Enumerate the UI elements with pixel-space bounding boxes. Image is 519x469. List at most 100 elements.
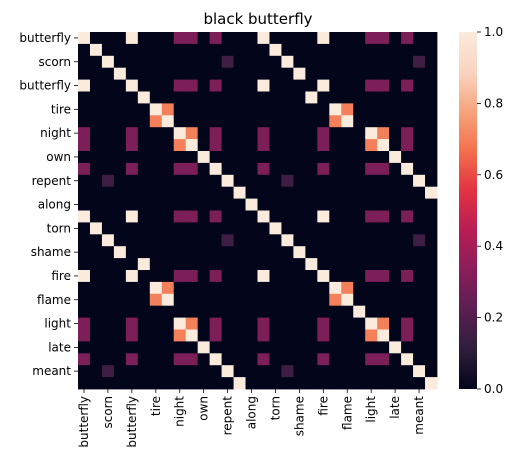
heatmap-cell — [221, 115, 234, 128]
heatmap-cell — [185, 43, 199, 57]
x-tick-label: shame — [292, 396, 306, 436]
heatmap-cell — [389, 198, 402, 211]
heatmap-cell — [233, 317, 246, 330]
heatmap-cell — [78, 246, 91, 259]
heatmap-cell — [113, 329, 127, 342]
heatmap-cell — [173, 377, 187, 390]
y-tick-label: own — [46, 150, 71, 164]
heatmap-cell — [377, 222, 390, 235]
heatmap-cell — [305, 198, 318, 211]
heatmap-cell — [413, 270, 426, 283]
heatmap-cell — [401, 246, 414, 259]
heatmap-cell — [173, 258, 187, 271]
heatmap-cell — [233, 32, 246, 45]
heatmap-cell — [365, 365, 378, 378]
heatmap-cell — [365, 151, 378, 164]
heatmap-cell — [101, 186, 115, 199]
heatmap-cell — [209, 353, 222, 366]
heatmap-cell — [389, 377, 402, 390]
heatmap-cell — [173, 317, 187, 330]
heatmap-cell — [257, 305, 270, 318]
heatmap-cell — [341, 341, 354, 354]
heatmap-cell — [377, 270, 390, 283]
heatmap-cell — [89, 151, 103, 164]
heatmap-cell — [221, 162, 234, 176]
heatmap-cell — [269, 198, 282, 211]
heatmap-cell — [233, 270, 246, 283]
heatmap-cell — [329, 127, 342, 140]
heatmap-cell — [269, 103, 282, 116]
heatmap-cell — [281, 127, 294, 140]
heatmap-cell — [161, 258, 175, 271]
heatmap-cell — [257, 317, 270, 330]
heatmap-cell — [221, 32, 234, 45]
heatmap-cell — [173, 329, 187, 342]
heatmap-cell — [89, 329, 103, 342]
heatmap-cell — [197, 222, 211, 235]
heatmap-cell — [389, 234, 402, 247]
heatmap-cell — [113, 174, 127, 188]
heatmap-cell — [317, 317, 330, 330]
heatmap-cell — [377, 198, 390, 211]
heatmap-cell — [149, 43, 163, 57]
heatmap-cell — [389, 151, 402, 164]
heatmap-cell — [233, 293, 246, 307]
heatmap-cell — [293, 55, 306, 69]
heatmap-cell — [197, 293, 211, 307]
heatmap-cell — [413, 67, 426, 80]
heatmap-cell — [257, 353, 270, 366]
heatmap-cell — [89, 67, 103, 80]
heatmap-cell — [425, 293, 438, 307]
heatmap-cell — [281, 67, 294, 80]
heatmap-cell — [233, 139, 246, 152]
heatmap-cell — [221, 210, 234, 223]
heatmap-cell — [78, 377, 91, 390]
heatmap-cell — [353, 103, 366, 116]
heatmap-cell — [425, 103, 438, 116]
heatmap-cell — [365, 293, 378, 307]
heatmap-cell — [173, 270, 187, 283]
heatmap-cell — [113, 186, 127, 199]
heatmap-cell — [149, 151, 163, 164]
heatmap-cell — [209, 79, 222, 92]
heatmap-cell — [137, 234, 151, 247]
heatmap-cell — [89, 317, 103, 330]
heatmap-cell — [233, 377, 246, 390]
heatmap-cell — [413, 127, 426, 140]
heatmap-cell — [137, 377, 151, 390]
heatmap-cell — [389, 67, 402, 80]
heatmap-cell — [341, 329, 354, 342]
heatmap-cell — [173, 151, 187, 164]
heatmap-cell — [185, 55, 199, 69]
heatmap-cell — [341, 91, 354, 104]
heatmap-cell — [365, 234, 378, 247]
heatmap-cell — [317, 341, 330, 354]
heatmap-cell — [125, 174, 139, 188]
heatmap-cell — [281, 234, 294, 247]
heatmap-cell — [293, 281, 306, 295]
heatmap-cell — [245, 377, 258, 390]
heatmap-cell — [317, 353, 330, 366]
heatmap-cell — [161, 210, 175, 223]
heatmap-cell — [257, 270, 270, 283]
heatmap-cell — [353, 246, 366, 259]
heatmap-cell — [269, 317, 282, 330]
heatmap-cell — [101, 151, 115, 164]
heatmap-cell — [401, 186, 414, 199]
heatmap-cell — [245, 353, 258, 366]
heatmap-cell — [353, 210, 366, 223]
heatmap-cell — [233, 162, 246, 176]
heatmap-cell — [161, 305, 175, 318]
heatmap-cell — [389, 127, 402, 140]
heatmap-cell — [101, 43, 115, 57]
x-tick-label: repent — [221, 396, 235, 436]
x-tick-label: light — [364, 396, 378, 423]
heatmap-cell — [341, 43, 354, 57]
heatmap-cell — [413, 377, 426, 390]
heatmap-cell — [221, 127, 234, 140]
heatmap-cell — [377, 127, 390, 140]
heatmap-cell — [233, 365, 246, 378]
heatmap-cell — [353, 377, 366, 390]
heatmap-cell — [377, 317, 390, 330]
heatmap-cell — [425, 198, 438, 211]
